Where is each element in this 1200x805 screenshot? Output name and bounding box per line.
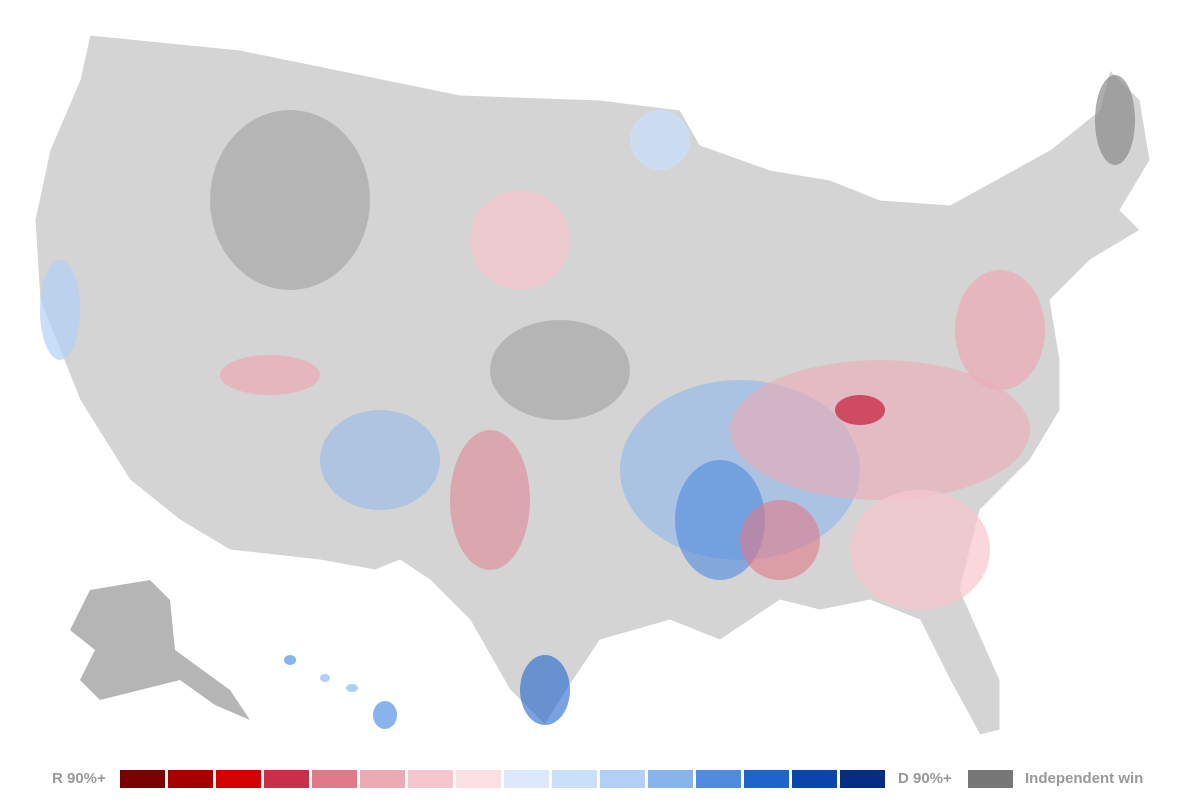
- region: [955, 270, 1045, 390]
- legend-swatch: [216, 770, 261, 788]
- legend-swatch: [168, 770, 213, 788]
- legend-right-label: D 90%+: [898, 770, 952, 787]
- legend-swatch: [120, 770, 165, 788]
- legend-swatch: [504, 770, 549, 788]
- hawaii: [346, 684, 358, 692]
- legend-swatch: [408, 770, 453, 788]
- legend-swatch: [792, 770, 837, 788]
- region: [835, 395, 885, 425]
- region: [1095, 75, 1135, 165]
- legend-swatch: [456, 770, 501, 788]
- hawaii: [320, 674, 330, 682]
- region: [520, 655, 570, 725]
- legend-swatch: [360, 770, 405, 788]
- region: [490, 320, 630, 420]
- legend-swatch: [744, 770, 789, 788]
- legend-swatch: [600, 770, 645, 788]
- legend-swatch: [312, 770, 357, 788]
- region: [450, 430, 530, 570]
- legend-swatch: [696, 770, 741, 788]
- region: [630, 110, 690, 170]
- legend-independent-label: Independent win: [1025, 770, 1143, 787]
- region: [730, 360, 1030, 500]
- region: [850, 490, 990, 610]
- legend-swatch: [648, 770, 693, 788]
- map: [34, 34, 1151, 736]
- legend-swatch: [840, 770, 885, 788]
- legend-swatch: [264, 770, 309, 788]
- hawaii: [373, 701, 397, 729]
- region: [320, 410, 440, 510]
- region: [40, 260, 80, 360]
- legend-left-label: R 90%+: [52, 770, 106, 787]
- legend-swatch-independent: [968, 770, 1013, 788]
- legend-swatch: [552, 770, 597, 788]
- region: [220, 355, 320, 395]
- region: [740, 500, 820, 580]
- alaska: [70, 580, 250, 720]
- region: [210, 110, 370, 290]
- hawaii: [284, 655, 296, 665]
- region: [470, 190, 570, 290]
- legend: R 90%+ D 90%+ Independent win: [52, 770, 1143, 788]
